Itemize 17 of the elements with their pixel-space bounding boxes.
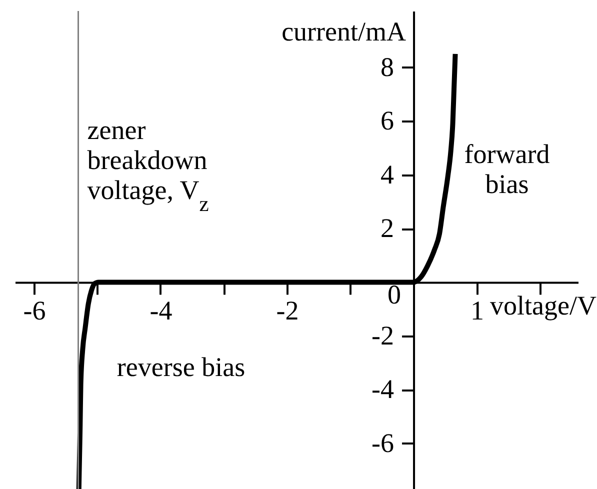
ref-line-label: zener breakdown voltage, V$_{z}$ [87,115,209,216]
y-tick-label: 0 [388,280,402,310]
y-tick-label: -6 [372,428,394,458]
x-tick-label: -6 [23,296,46,326]
y-tick-label: 2 [380,213,394,244]
x-tick-label: 1 [470,296,484,326]
x-axis-title: voltage/V [490,290,597,321]
annotation: forward bias [464,139,550,199]
annotation: reverse bias [116,352,246,382]
y-tick-label: 4 [380,159,395,190]
x-tick-label: -2 [276,296,299,326]
y-tick-label: 6 [380,106,394,136]
x-tick-label: -4 [150,296,173,326]
y-axis-title: current/mA [282,16,407,46]
y-tick-label: 8 [380,52,394,82]
y-tick-label: -2 [372,320,394,350]
y-tick-label: -4 [372,374,395,404]
